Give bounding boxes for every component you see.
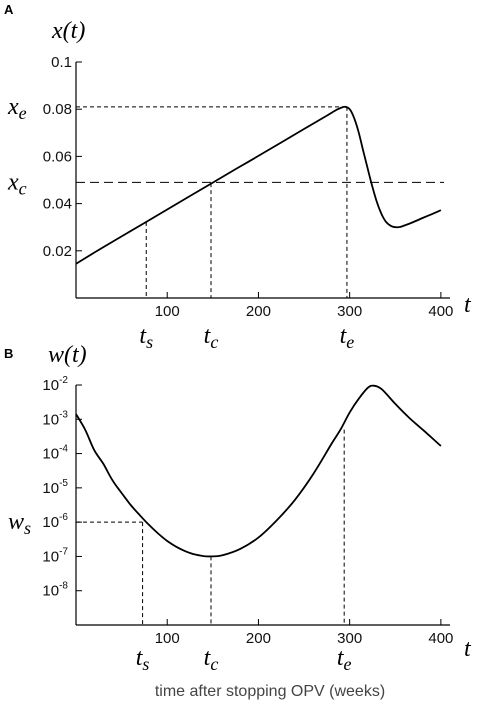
panel-b-marker-label: tc xyxy=(204,645,219,674)
panel-b-y-tick-label: 10-6 xyxy=(42,512,68,531)
panel-b-y-tick-label: 10-4 xyxy=(42,444,68,463)
panel-a-y-tick-label: 0.02 xyxy=(43,243,72,260)
panel-a-y-tick-label: 0.1 xyxy=(51,54,72,71)
panel-a-hline-label: xc xyxy=(7,169,27,198)
panel-b-y-tick-label: 10-3 xyxy=(42,409,68,428)
panel-a-letter: A xyxy=(4,2,14,17)
panel-a-y-tick-label: 0.06 xyxy=(43,148,72,165)
panel-a-y-tick-label: 0.08 xyxy=(43,101,72,118)
panel-a-marker-label: ts xyxy=(139,323,153,352)
panel-a-y-axis-title: x(t) xyxy=(51,18,85,44)
panel-b-x-tick-label: 200 xyxy=(246,630,271,647)
panel-a-y-tick-label: 0.04 xyxy=(43,196,72,213)
panel-a-x-tick-label: 300 xyxy=(337,303,362,320)
panel-a-x-tick-label: 200 xyxy=(246,303,271,320)
panel-b-y-tick-label: 10-2 xyxy=(42,375,68,394)
panel-a-hline-label: xe xyxy=(7,94,27,123)
panel-b-letter: B xyxy=(4,346,13,361)
panel-a: Ax(t) t 0.02 0.04 0.06 0.08 0.1 100 200 300 400 xe x… xyxy=(4,2,472,352)
panel-b-x-axis-title: t xyxy=(464,636,472,662)
panel-b-x-tick-label: 400 xyxy=(428,630,453,647)
panel-b-y-tick-label: 10-7 xyxy=(42,546,68,565)
panel-a-x-tick-label: 400 xyxy=(428,303,453,320)
x-axis-caption: time after stopping OPV (weeks) xyxy=(155,683,385,700)
panel-b-y-axis-title: w(t) xyxy=(48,342,87,368)
panel-a-marker-label: te xyxy=(340,323,355,352)
panel-a-series-line xyxy=(75,105,442,265)
panel-b-y-tick-label: 10-5 xyxy=(42,478,68,497)
panel-b-y-tick-label: 10-8 xyxy=(42,581,68,600)
panel-b-x-tick-label: 100 xyxy=(155,630,180,647)
panel-a-marker-label: tc xyxy=(204,323,219,352)
panel-b-marker-label: te xyxy=(337,645,352,674)
panel-a-x-axis-title: t xyxy=(464,292,472,318)
panel-b-hline-label: ws xyxy=(8,509,31,538)
panel-b-marker-label: ts xyxy=(136,645,150,674)
panel-b-series-line xyxy=(75,384,442,558)
panel-a-x-tick-label: 100 xyxy=(155,303,180,320)
panel-b-x-tick-label: 300 xyxy=(337,630,362,647)
